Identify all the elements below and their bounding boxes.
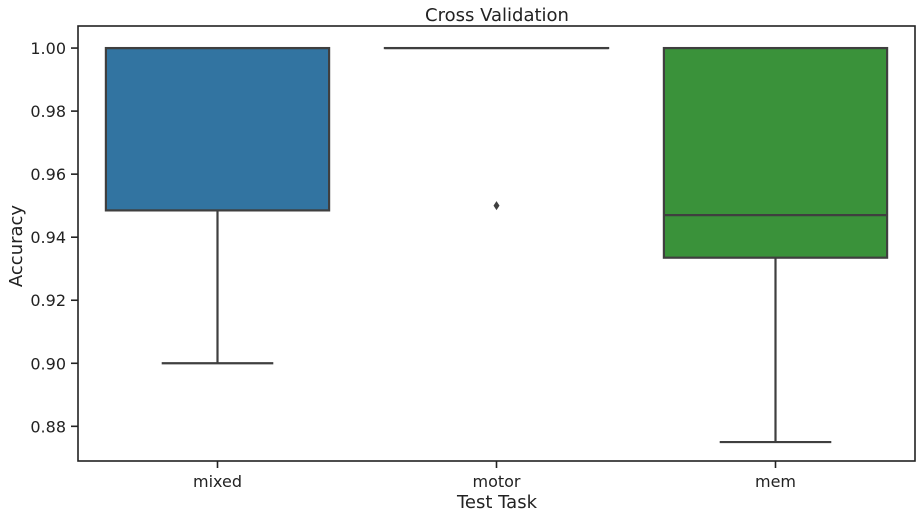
y-axis: 0.88 0.90 0.92 0.94 0.96 0.98 1.00 [30, 39, 78, 436]
box-group-motor [383, 46, 610, 211]
y-tick-label: 0.94 [30, 228, 66, 247]
y-tick-label: 0.96 [30, 165, 66, 184]
y-tick-label: 0.90 [30, 354, 66, 373]
y-axis-label: Accuracy [6, 205, 27, 288]
x-tick-label: motor [472, 472, 520, 491]
outlier-motor-0 [493, 201, 500, 211]
box-mem [662, 46, 889, 259]
y-tick-label: 0.88 [30, 417, 66, 436]
y-tick-label: 1.00 [30, 39, 66, 58]
box-group-mem [662, 46, 889, 444]
box-group-mixed [104, 46, 331, 365]
y-tick-label: 0.98 [30, 102, 66, 121]
plot-frame [77, 25, 916, 462]
x-axis-label: Test Task [456, 492, 538, 513]
x-axis: mixed motor mem [193, 461, 796, 491]
chart-title: Cross Validation [425, 5, 569, 26]
plot-area [104, 46, 889, 444]
x-tick-label: mixed [193, 472, 242, 491]
y-tick-label: 0.92 [30, 291, 66, 310]
x-tick-label: mem [755, 472, 796, 491]
box-mixed [104, 46, 331, 212]
